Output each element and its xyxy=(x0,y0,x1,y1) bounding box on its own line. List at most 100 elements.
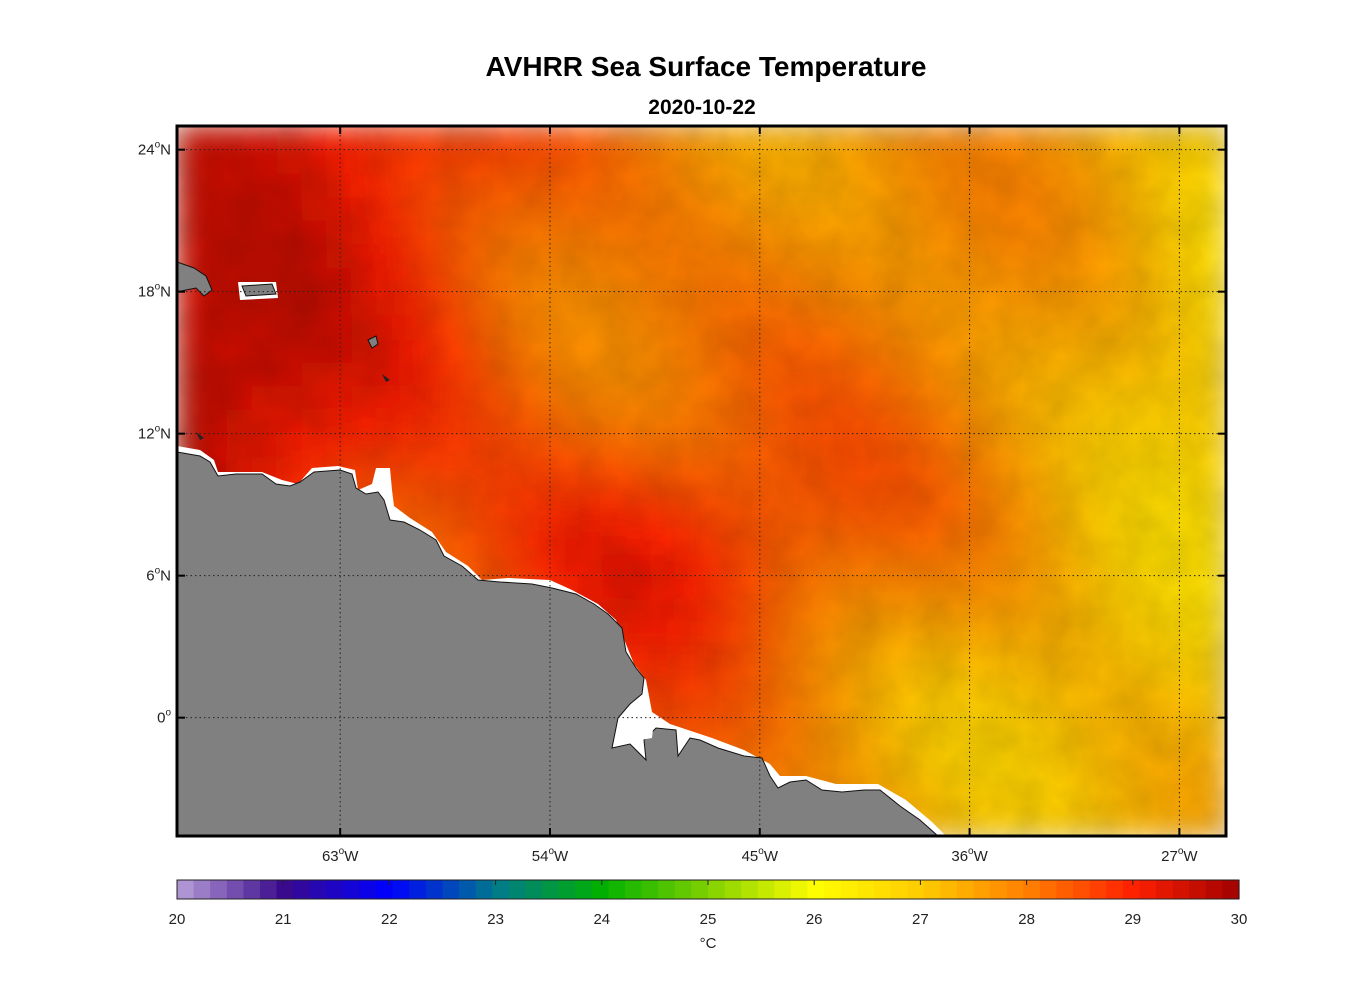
colorbar-cell xyxy=(508,880,527,899)
colorbar-cell xyxy=(392,880,410,899)
lon-tick-label: 63oW xyxy=(322,846,359,865)
land-layer xyxy=(177,261,946,836)
caribbean-island-tiny xyxy=(382,374,390,382)
colorbar-cell xyxy=(342,880,361,899)
colorbar-cell xyxy=(259,880,278,899)
chart-title: AVHRR Sea Surface Temperature xyxy=(486,51,927,82)
colorbar-cell xyxy=(973,880,991,899)
colorbar-tick-label: 21 xyxy=(275,911,292,928)
lon-tick-label: 45oW xyxy=(742,846,779,865)
lat-tick-label: 24oN xyxy=(138,140,171,159)
map-frame xyxy=(175,124,1228,838)
colorbar-cell xyxy=(243,880,261,899)
colorbar-tick-label: 28 xyxy=(1018,911,1035,928)
colorbar-ticks: 20 21 22 23 24 25 26 27 28 29 30 xyxy=(169,880,1248,928)
colorbar-cell xyxy=(1189,880,1207,899)
colorbar-tick-label: 25 xyxy=(700,911,717,928)
south-america-landmass xyxy=(177,451,939,836)
colorbar-cell xyxy=(376,880,394,899)
colorbar: 20 21 22 23 24 25 26 27 28 29 30 °C xyxy=(169,879,1248,952)
colorbar-tick-label: 20 xyxy=(169,911,186,928)
colorbar-cell xyxy=(1139,880,1157,899)
colorbar-tick-label: 22 xyxy=(381,911,398,928)
colorbar-cell xyxy=(1205,880,1223,899)
colorbar-cell xyxy=(276,880,294,899)
chart-subtitle: 2020-10-22 xyxy=(648,96,755,119)
colorbar-cell xyxy=(359,880,377,899)
lon-tick-label: 36oW xyxy=(951,846,988,865)
colorbar-cell xyxy=(1039,880,1058,899)
colorbar-cell xyxy=(1106,880,1124,899)
colorbar-cell xyxy=(940,880,958,899)
colorbar-unit-label: °C xyxy=(700,935,717,952)
colorbar-cell xyxy=(923,880,941,899)
axis-ticks: 63oW 54oW 45oW 36oW 27oW 24oN 18oN 12oN 6oN 0o xyxy=(138,126,1226,865)
colorbar-cell xyxy=(226,880,244,899)
colorbar-tick-label: 29 xyxy=(1124,911,1141,928)
colorbar-cell xyxy=(542,880,560,899)
colorbar-tick-label: 23 xyxy=(487,911,504,928)
colorbar-cell xyxy=(807,880,825,899)
colorbar-cell xyxy=(409,880,427,899)
colorbar-cell xyxy=(641,880,659,899)
colorbar-cell xyxy=(907,880,925,899)
colorbar-tick-label: 27 xyxy=(912,911,929,928)
colorbar-cell xyxy=(1222,880,1240,899)
colorbar-cell xyxy=(575,880,593,899)
colorbar-cell xyxy=(840,880,858,899)
colorbar-cell xyxy=(326,880,344,899)
colorbar-cell xyxy=(790,880,809,899)
colorbar-tick-label: 30 xyxy=(1231,911,1248,928)
colorbar-cell xyxy=(309,880,327,899)
colorbar-cell xyxy=(990,880,1008,899)
colorbar-cell xyxy=(177,880,195,899)
colorbar-cell xyxy=(1056,880,1074,899)
colorbar-cell xyxy=(674,880,692,899)
lat-tick-label: 0o xyxy=(157,708,171,727)
colorbar-cell xyxy=(1023,880,1041,899)
colorbar-cell xyxy=(475,880,493,899)
colorbar-cell xyxy=(425,880,444,899)
colorbar-cell xyxy=(558,880,576,899)
colorbar-cell xyxy=(1172,880,1190,899)
colorbar-tick-label: 24 xyxy=(593,911,610,928)
colorbar-cell xyxy=(691,880,709,899)
colorbar-cell xyxy=(890,880,908,899)
colorbar-cell xyxy=(492,880,510,899)
lat-tick-label: 6oN xyxy=(146,566,171,585)
colorbar-cell xyxy=(857,880,875,899)
colorbar-cell xyxy=(442,880,460,899)
colorbar-cell xyxy=(525,880,543,899)
caribbean-island-puerto xyxy=(241,283,277,297)
colorbar-cell xyxy=(591,880,610,899)
colorbar-cell xyxy=(210,880,228,899)
colorbar-cell xyxy=(956,880,975,899)
colorbar-tick-label: 26 xyxy=(806,911,823,928)
colorbar-cell xyxy=(1122,880,1141,899)
colorbar-cell xyxy=(1006,880,1024,899)
colorbar-cell xyxy=(757,880,775,899)
caribbean-island-small xyxy=(367,335,379,349)
colorbar-cell xyxy=(741,880,759,899)
lon-tick-label: 54oW xyxy=(532,846,569,865)
lat-tick-label: 12oN xyxy=(138,424,171,443)
colorbar-cell xyxy=(724,880,742,899)
colorbar-cell xyxy=(1089,880,1107,899)
colorbar-cell xyxy=(708,880,726,899)
colorbar-cell xyxy=(774,880,792,899)
colorbar-cell xyxy=(658,880,676,899)
colorbar-cell xyxy=(824,880,842,899)
colorbar-cell xyxy=(625,880,643,899)
colorbar-cell xyxy=(1073,880,1091,899)
caribbean-island-tobago xyxy=(196,432,204,440)
colorbar-cells xyxy=(177,880,1240,899)
colorbar-cell xyxy=(1156,880,1174,899)
sst-map xyxy=(177,126,1226,836)
lat-tick-label: 18oN xyxy=(138,282,171,301)
colorbar-cell xyxy=(873,880,892,899)
colorbar-cell xyxy=(608,880,626,899)
colorbar-cell xyxy=(293,880,311,899)
graticule xyxy=(177,126,1226,836)
